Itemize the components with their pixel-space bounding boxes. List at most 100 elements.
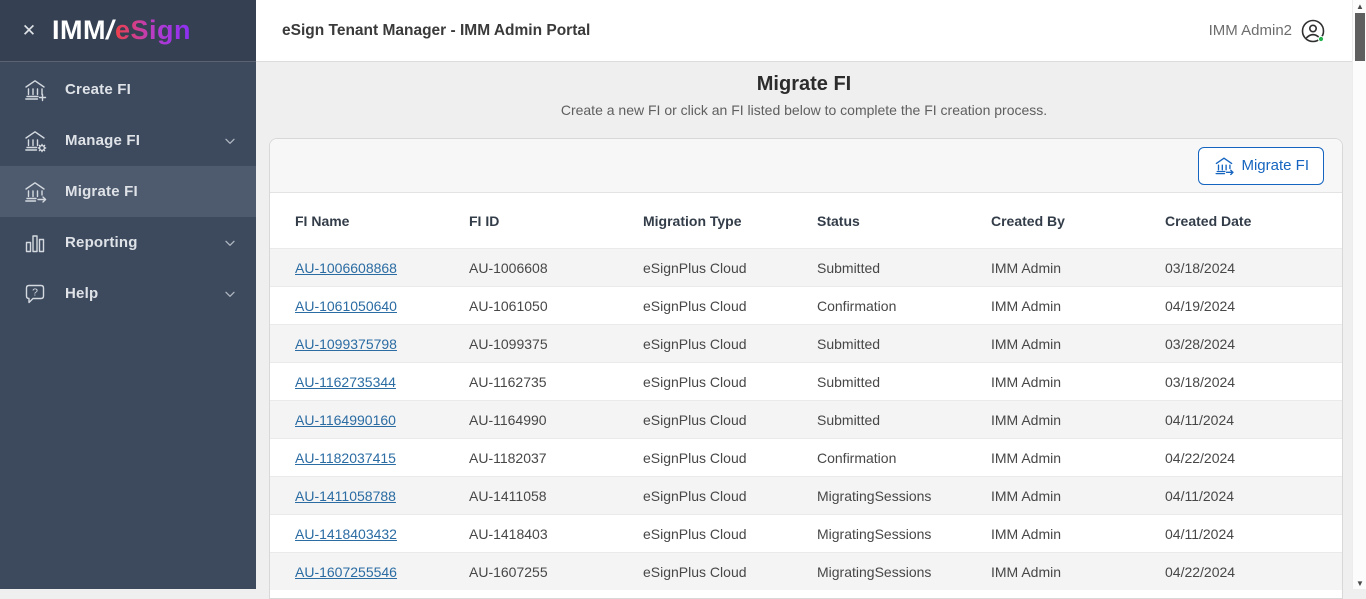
created-by-cell: IMM Admin	[991, 525, 1062, 542]
fi-name-cell: AU-1099375798	[295, 336, 469, 352]
migrate-fi-button[interactable]: Migrate FI	[1198, 146, 1324, 185]
sidebar-item-migrate-fi[interactable]: Migrate FI	[0, 166, 256, 217]
fi-id-cell: AU-1182037	[469, 449, 547, 466]
main-content: Migrate FI Create a new FI or click an F…	[256, 62, 1352, 599]
col-header-status: Status	[817, 212, 860, 229]
created-by-cell: IMM Admin	[991, 259, 1062, 276]
migrate-fi-button-label: Migrate FI	[1241, 157, 1309, 174]
chevron-down-icon[interactable]	[222, 235, 238, 251]
fi-name-link[interactable]: AU-1099375798	[295, 335, 397, 352]
created-by-cell: IMM Admin	[991, 297, 1062, 314]
fi-name-link[interactable]: AU-1182037415	[295, 449, 396, 466]
created-date-cell: 04/22/2024	[1165, 563, 1236, 580]
table-row: AU-1411058788 AU-1411058 eSignPlus Cloud…	[270, 476, 1342, 514]
status-cell: Submitted	[817, 259, 881, 276]
scrollbar-up-arrow-icon[interactable]: ▲	[1356, 1, 1364, 11]
created-date-cell: 03/18/2024	[1165, 373, 1236, 390]
created-date-cell: 04/19/2024	[1165, 297, 1236, 314]
user-avatar-icon[interactable]	[1300, 18, 1326, 44]
logo-slash: /	[105, 15, 114, 45]
table-row: AU-1182037415 AU-1182037 eSignPlus Cloud…	[270, 438, 1342, 476]
created-by-cell: IMM Admin	[991, 411, 1062, 428]
sidebar-item-reporting[interactable]: Reporting	[0, 217, 256, 268]
created-by-cell: IMM Admin	[991, 335, 1062, 352]
created-date-cell: 04/11/2024	[1165, 411, 1235, 428]
topbar: eSign Tenant Manager - IMM Admin Portal …	[256, 0, 1352, 62]
sidebar-item-label: Migrate FI	[65, 183, 138, 200]
bank-gear-icon	[22, 128, 48, 154]
fi-name-link[interactable]: AU-1061050640	[295, 297, 397, 314]
chevron-down-icon[interactable]	[222, 286, 238, 302]
card-toolbar: Migrate FI	[270, 139, 1342, 193]
sidebar: ✕ IMM/eSign Create FI Manage FI Migrate	[0, 0, 256, 589]
col-header-created-date: Created Date	[1165, 212, 1252, 229]
migration-type-cell: eSignPlus Cloud	[643, 335, 747, 352]
created-date-cell: 03/18/2024	[1165, 259, 1236, 276]
page-subtitle: Create a new FI or click an FI listed be…	[560, 102, 1048, 118]
fi-id-cell: AU-1006608	[469, 259, 548, 276]
fi-name-cell: AU-1006608868	[295, 260, 469, 276]
migration-type-cell: eSignPlus Cloud	[643, 297, 747, 314]
created-date-cell: 03/28/2024	[1165, 335, 1236, 352]
fi-name-cell: AU-1061050640	[295, 298, 469, 314]
scrollbar-down-arrow-icon[interactable]: ▼	[1356, 578, 1364, 588]
table-row: AU-1006608868 AU-1006608 eSignPlus Cloud…	[270, 248, 1342, 286]
fi-name-cell: AU-1411058788	[295, 488, 469, 504]
fi-id-cell: AU-1418403	[469, 525, 548, 542]
fi-id-cell: AU-1411058	[469, 487, 547, 504]
user-name: IMM Admin2	[1208, 22, 1292, 39]
logo-text-imm: IMM	[52, 15, 106, 45]
scrollbar-thumb[interactable]	[1355, 13, 1365, 61]
created-date-cell: 04/11/2024	[1165, 525, 1235, 542]
migration-type-cell: eSignPlus Cloud	[643, 487, 747, 504]
fi-name-cell: AU-1182037415	[295, 450, 469, 466]
sidebar-item-help[interactable]: ? Help	[0, 268, 256, 319]
fi-name-link[interactable]: AU-1411058788	[295, 487, 396, 504]
sidebar-item-label: Help	[65, 285, 99, 302]
fi-name-link[interactable]: AU-1162735344	[295, 373, 396, 390]
chevron-down-icon[interactable]	[222, 133, 238, 149]
bar-chart-icon	[22, 230, 48, 256]
created-by-cell: IMM Admin	[991, 487, 1062, 504]
close-icon[interactable]: ✕	[21, 20, 37, 40]
fi-name-link[interactable]: AU-1418403432	[295, 525, 397, 542]
fi-id-cell: AU-1162735	[469, 373, 547, 390]
col-header-fi-id: FI ID	[469, 212, 500, 229]
bank-arrow-icon	[1216, 157, 1235, 175]
created-by-cell: IMM Admin	[991, 449, 1062, 466]
logo-text-esign: eSign	[115, 15, 192, 45]
sidebar-nav: Create FI Manage FI Migrate FI Reporting	[0, 62, 256, 319]
created-date-cell: 04/11/2024	[1165, 487, 1235, 504]
sidebar-item-label: Manage FI	[65, 132, 141, 149]
status-cell: Confirmation	[817, 297, 897, 314]
migration-type-cell: eSignPlus Cloud	[643, 373, 747, 390]
fi-name-cell: AU-1164990160	[295, 412, 469, 428]
online-status-dot	[1317, 35, 1325, 42]
sidebar-item-manage-fi[interactable]: Manage FI	[0, 115, 256, 166]
fi-id-cell: AU-1164990	[469, 411, 547, 428]
vertical-scrollbar[interactable]: ▲ ▼	[1352, 0, 1366, 589]
created-by-cell: IMM Admin	[991, 563, 1062, 580]
status-cell: Submitted	[817, 335, 881, 352]
page-title: Migrate FI	[756, 73, 852, 95]
fi-id-cell: AU-1061050	[469, 297, 548, 314]
fi-name-cell: AU-1607255546	[295, 564, 469, 580]
migration-type-cell: eSignPlus Cloud	[643, 449, 747, 466]
migration-type-cell: eSignPlus Cloud	[643, 525, 747, 542]
sidebar-item-create-fi[interactable]: Create FI	[0, 64, 256, 115]
migration-type-cell: eSignPlus Cloud	[643, 563, 747, 580]
app-logo: IMM/eSign	[52, 15, 191, 46]
col-header-migration-type: Migration Type	[643, 212, 742, 229]
table-row: AU-1162735344 AU-1162735 eSignPlus Cloud…	[270, 362, 1342, 400]
col-header-created-by: Created By	[991, 212, 1065, 229]
user-menu[interactable]: IMM Admin2	[1209, 18, 1326, 44]
table-header-row: FI Name FI ID Migration Type Status Crea…	[270, 193, 1342, 248]
fi-name-link[interactable]: AU-1607255546	[295, 563, 397, 580]
fi-name-link[interactable]: AU-1164990160	[295, 411, 396, 428]
col-header-fi-name: FI Name	[295, 212, 350, 229]
fi-name-link[interactable]: AU-1006608868	[295, 259, 397, 276]
status-cell: MigratingSessions	[817, 525, 932, 542]
status-cell: Submitted	[817, 411, 881, 428]
table-row: AU-1418403432 AU-1418403 eSignPlus Cloud…	[270, 514, 1342, 552]
sidebar-item-label: Reporting	[65, 234, 138, 251]
